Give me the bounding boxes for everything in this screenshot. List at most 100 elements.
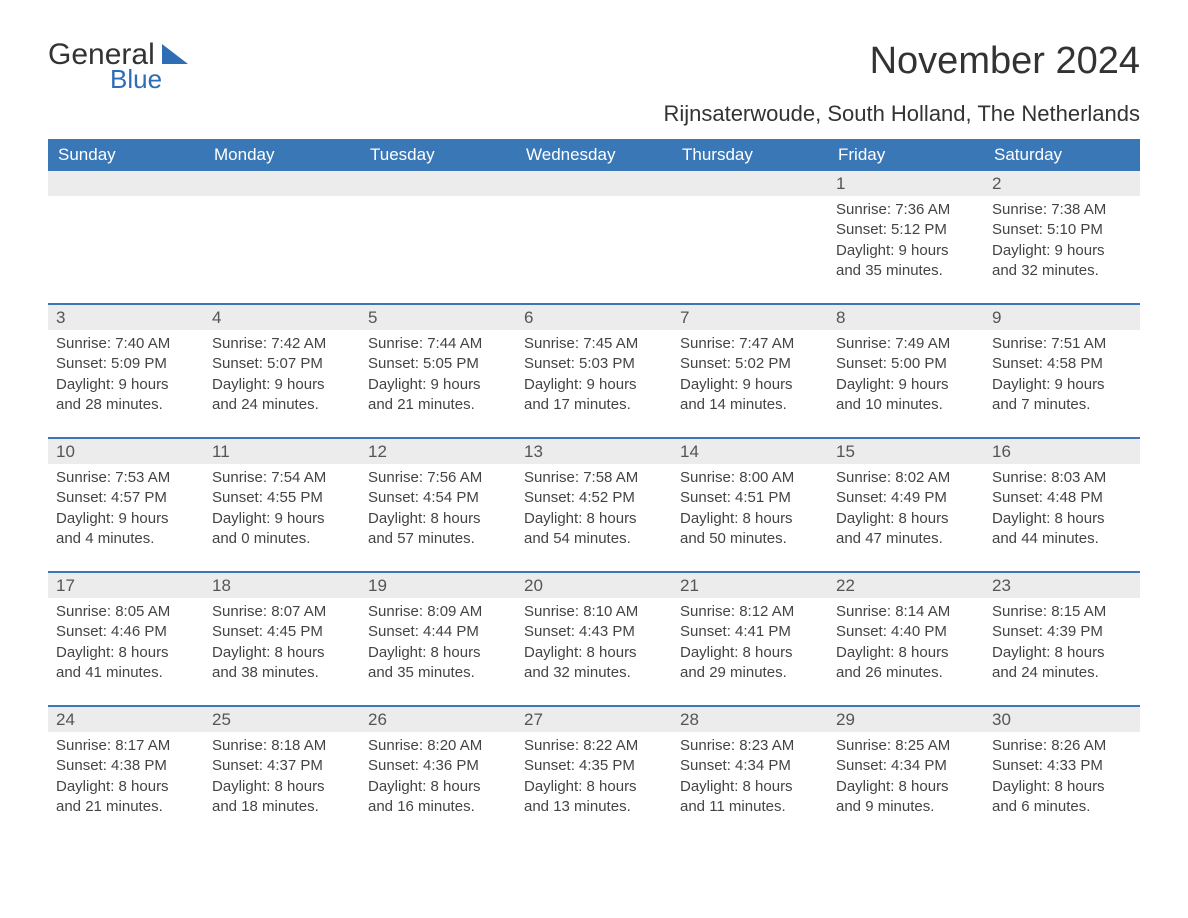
sunset-text: Sunset: 4:36 PM	[368, 756, 508, 776]
day-body: Sunrise: 7:36 AMSunset: 5:12 PMDaylight:…	[828, 196, 984, 303]
day-body-empty	[48, 196, 204, 280]
daylight-line1: Daylight: 8 hours	[680, 643, 820, 663]
sunrise-text: Sunrise: 8:10 AM	[524, 602, 664, 622]
calendar-cell: 14Sunrise: 8:00 AMSunset: 4:51 PMDayligh…	[672, 438, 828, 572]
daylight-line2: and 9 minutes.	[836, 797, 976, 817]
weekday-header: Saturday	[984, 139, 1140, 171]
day-body: Sunrise: 7:51 AMSunset: 4:58 PMDaylight:…	[984, 330, 1140, 437]
day-body-empty	[204, 196, 360, 280]
calendar-cell: 16Sunrise: 8:03 AMSunset: 4:48 PMDayligh…	[984, 438, 1140, 572]
daylight-line2: and 18 minutes.	[212, 797, 352, 817]
day-number: 15	[828, 439, 984, 464]
daylight-line1: Daylight: 8 hours	[368, 509, 508, 529]
sunrise-text: Sunrise: 7:47 AM	[680, 334, 820, 354]
sunrise-text: Sunrise: 8:20 AM	[368, 736, 508, 756]
daylight-line1: Daylight: 9 hours	[992, 241, 1132, 261]
day-number: 20	[516, 573, 672, 598]
daylight-line1: Daylight: 8 hours	[680, 777, 820, 797]
sunrise-text: Sunrise: 8:26 AM	[992, 736, 1132, 756]
day-body: Sunrise: 8:09 AMSunset: 4:44 PMDaylight:…	[360, 598, 516, 705]
sunset-text: Sunset: 4:51 PM	[680, 488, 820, 508]
calendar-cell: 18Sunrise: 8:07 AMSunset: 4:45 PMDayligh…	[204, 572, 360, 706]
calendar-body: 1Sunrise: 7:36 AMSunset: 5:12 PMDaylight…	[48, 171, 1140, 839]
sunrise-text: Sunrise: 8:25 AM	[836, 736, 976, 756]
day-body: Sunrise: 7:38 AMSunset: 5:10 PMDaylight:…	[984, 196, 1140, 303]
calendar-table: Sunday Monday Tuesday Wednesday Thursday…	[48, 139, 1140, 839]
daylight-line2: and 26 minutes.	[836, 663, 976, 683]
title-block: November 2024 Rijnsaterwoude, South Holl…	[663, 40, 1140, 127]
daylight-line2: and 47 minutes.	[836, 529, 976, 549]
day-number: 6	[516, 305, 672, 330]
daylight-line1: Daylight: 8 hours	[56, 777, 196, 797]
day-number: 17	[48, 573, 204, 598]
sunset-text: Sunset: 4:49 PM	[836, 488, 976, 508]
calendar-cell: 28Sunrise: 8:23 AMSunset: 4:34 PMDayligh…	[672, 706, 828, 839]
day-body: Sunrise: 8:10 AMSunset: 4:43 PMDaylight:…	[516, 598, 672, 705]
day-body: Sunrise: 7:40 AMSunset: 5:09 PMDaylight:…	[48, 330, 204, 437]
day-number: 21	[672, 573, 828, 598]
calendar-week-row: 10Sunrise: 7:53 AMSunset: 4:57 PMDayligh…	[48, 438, 1140, 572]
calendar-cell: 9Sunrise: 7:51 AMSunset: 4:58 PMDaylight…	[984, 304, 1140, 438]
day-body: Sunrise: 8:03 AMSunset: 4:48 PMDaylight:…	[984, 464, 1140, 571]
sunset-text: Sunset: 4:38 PM	[56, 756, 196, 776]
day-number: 12	[360, 439, 516, 464]
calendar-week-row: 1Sunrise: 7:36 AMSunset: 5:12 PMDaylight…	[48, 171, 1140, 304]
sunset-text: Sunset: 4:41 PM	[680, 622, 820, 642]
day-body: Sunrise: 8:05 AMSunset: 4:46 PMDaylight:…	[48, 598, 204, 705]
daylight-line2: and 6 minutes.	[992, 797, 1132, 817]
day-number-empty	[516, 171, 672, 196]
daylight-line1: Daylight: 8 hours	[992, 643, 1132, 663]
sunrise-text: Sunrise: 8:05 AM	[56, 602, 196, 622]
sunset-text: Sunset: 4:34 PM	[836, 756, 976, 776]
sunset-text: Sunset: 4:34 PM	[680, 756, 820, 776]
daylight-line1: Daylight: 9 hours	[212, 509, 352, 529]
logo-sail-icon	[162, 44, 188, 64]
day-body: Sunrise: 8:07 AMSunset: 4:45 PMDaylight:…	[204, 598, 360, 705]
sunset-text: Sunset: 5:00 PM	[836, 354, 976, 374]
day-body: Sunrise: 8:26 AMSunset: 4:33 PMDaylight:…	[984, 732, 1140, 839]
daylight-line1: Daylight: 9 hours	[992, 375, 1132, 395]
sunrise-text: Sunrise: 7:49 AM	[836, 334, 976, 354]
daylight-line1: Daylight: 9 hours	[56, 375, 196, 395]
daylight-line2: and 16 minutes.	[368, 797, 508, 817]
sunrise-text: Sunrise: 8:14 AM	[836, 602, 976, 622]
sunset-text: Sunset: 4:44 PM	[368, 622, 508, 642]
logo-word-blue: Blue	[110, 66, 162, 92]
day-number: 30	[984, 707, 1140, 732]
day-body-empty	[360, 196, 516, 280]
day-body: Sunrise: 7:54 AMSunset: 4:55 PMDaylight:…	[204, 464, 360, 571]
day-number-empty	[672, 171, 828, 196]
day-number: 9	[984, 305, 1140, 330]
sunrise-text: Sunrise: 8:23 AM	[680, 736, 820, 756]
sunrise-text: Sunrise: 8:09 AM	[368, 602, 508, 622]
day-number: 19	[360, 573, 516, 598]
daylight-line2: and 35 minutes.	[836, 261, 976, 281]
daylight-line1: Daylight: 8 hours	[524, 643, 664, 663]
calendar-cell	[48, 171, 204, 304]
daylight-line2: and 32 minutes.	[992, 261, 1132, 281]
calendar-cell: 30Sunrise: 8:26 AMSunset: 4:33 PMDayligh…	[984, 706, 1140, 839]
header: General Blue November 2024 Rijnsaterwoud…	[48, 40, 1140, 127]
daylight-line2: and 50 minutes.	[680, 529, 820, 549]
daylight-line1: Daylight: 8 hours	[836, 777, 976, 797]
daylight-line1: Daylight: 8 hours	[992, 777, 1132, 797]
day-number: 14	[672, 439, 828, 464]
day-number: 10	[48, 439, 204, 464]
sunset-text: Sunset: 4:52 PM	[524, 488, 664, 508]
daylight-line2: and 0 minutes.	[212, 529, 352, 549]
daylight-line2: and 35 minutes.	[368, 663, 508, 683]
day-number: 24	[48, 707, 204, 732]
day-body: Sunrise: 7:47 AMSunset: 5:02 PMDaylight:…	[672, 330, 828, 437]
sunset-text: Sunset: 5:10 PM	[992, 220, 1132, 240]
day-body: Sunrise: 7:58 AMSunset: 4:52 PMDaylight:…	[516, 464, 672, 571]
sunrise-text: Sunrise: 8:22 AM	[524, 736, 664, 756]
day-body: Sunrise: 7:56 AMSunset: 4:54 PMDaylight:…	[360, 464, 516, 571]
daylight-line2: and 13 minutes.	[524, 797, 664, 817]
daylight-line1: Daylight: 9 hours	[56, 509, 196, 529]
daylight-line2: and 14 minutes.	[680, 395, 820, 415]
sunrise-text: Sunrise: 7:51 AM	[992, 334, 1132, 354]
day-number-empty	[204, 171, 360, 196]
sunrise-text: Sunrise: 8:02 AM	[836, 468, 976, 488]
calendar-head: Sunday Monday Tuesday Wednesday Thursday…	[48, 139, 1140, 171]
daylight-line1: Daylight: 8 hours	[56, 643, 196, 663]
